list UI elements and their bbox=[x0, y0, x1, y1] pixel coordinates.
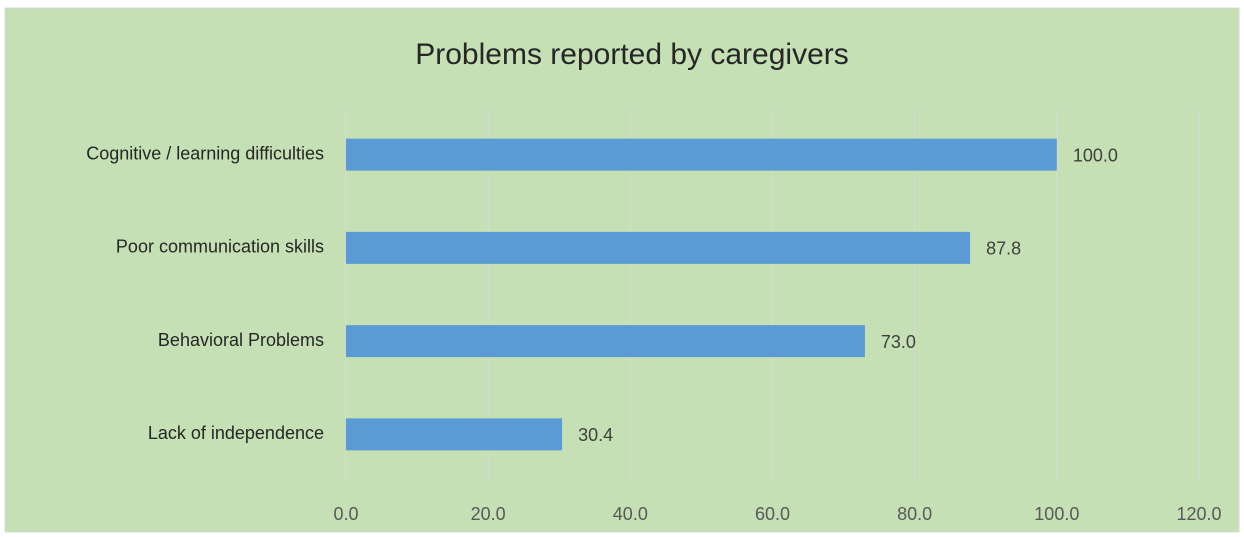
bar bbox=[346, 418, 563, 451]
y-tick-label: Behavioral Problems bbox=[158, 330, 324, 350]
y-tick-label: Lack of independence bbox=[148, 423, 324, 443]
x-tick-label: 100.0 bbox=[1034, 504, 1079, 524]
data-label: 73.0 bbox=[881, 332, 916, 352]
y-tick-label: Cognitive / learning difficulties bbox=[86, 143, 324, 163]
data-label: 87.8 bbox=[986, 239, 1021, 259]
x-tick-label: 80.0 bbox=[897, 504, 932, 524]
x-tick-label: 20.0 bbox=[471, 504, 506, 524]
data-label: 30.4 bbox=[578, 425, 613, 445]
x-tick-label: 40.0 bbox=[613, 504, 648, 524]
x-tick-label: 0.0 bbox=[333, 504, 358, 524]
data-label: 100.0 bbox=[1073, 145, 1118, 165]
bar bbox=[346, 231, 971, 264]
bar bbox=[346, 138, 1057, 171]
x-tick-label: 60.0 bbox=[755, 504, 790, 524]
y-tick-label: Poor communication skills bbox=[116, 237, 324, 257]
chart-title: Problems reported by caregivers bbox=[415, 38, 849, 71]
x-tick-label: 120.0 bbox=[1176, 504, 1221, 524]
bar bbox=[346, 325, 865, 358]
chart-background bbox=[4, 7, 1240, 533]
